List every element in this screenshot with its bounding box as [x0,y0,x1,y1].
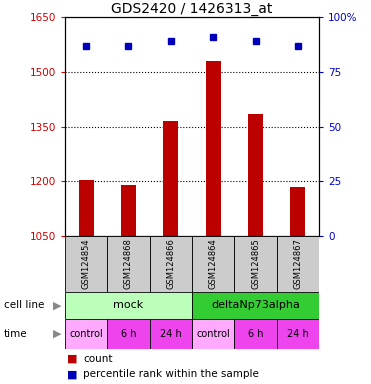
Bar [163,121,178,236]
Text: control: control [69,329,103,339]
Text: deltaNp73alpha: deltaNp73alpha [211,300,300,310]
Bar [192,292,319,319]
Text: GSM124866: GSM124866 [166,238,175,290]
Text: 24 h: 24 h [160,329,182,339]
Bar [277,236,319,292]
Text: GSM124865: GSM124865 [251,238,260,290]
Bar [150,319,192,349]
Text: ▶: ▶ [53,300,62,310]
Text: time: time [4,329,27,339]
Text: mock: mock [113,300,144,310]
Bar [234,319,277,349]
Text: 6 h: 6 h [248,329,263,339]
Text: control: control [196,329,230,339]
Text: 6 h: 6 h [121,329,136,339]
Bar [150,236,192,292]
Bar [192,319,234,349]
Bar [107,319,150,349]
Text: cell line: cell line [4,300,44,310]
Text: 24 h: 24 h [287,329,309,339]
Bar [234,236,277,292]
Bar [192,236,234,292]
Text: count: count [83,354,113,364]
Bar [121,185,136,236]
Bar [206,61,221,236]
Bar [107,236,150,292]
Bar [79,180,93,236]
Bar [65,236,107,292]
Bar [277,319,319,349]
Bar [248,114,263,236]
Text: GSM124854: GSM124854 [82,239,91,289]
Bar [290,187,305,236]
Text: ■: ■ [67,354,77,364]
Text: ▶: ▶ [53,329,62,339]
Text: GSM124868: GSM124868 [124,238,133,290]
Bar [65,292,192,319]
Text: percentile rank within the sample: percentile rank within the sample [83,369,259,379]
Text: ■: ■ [67,369,77,379]
Bar [65,319,107,349]
Text: GSM124867: GSM124867 [293,238,302,290]
Text: GSM124864: GSM124864 [209,238,218,290]
Title: GDS2420 / 1426313_at: GDS2420 / 1426313_at [111,2,273,16]
